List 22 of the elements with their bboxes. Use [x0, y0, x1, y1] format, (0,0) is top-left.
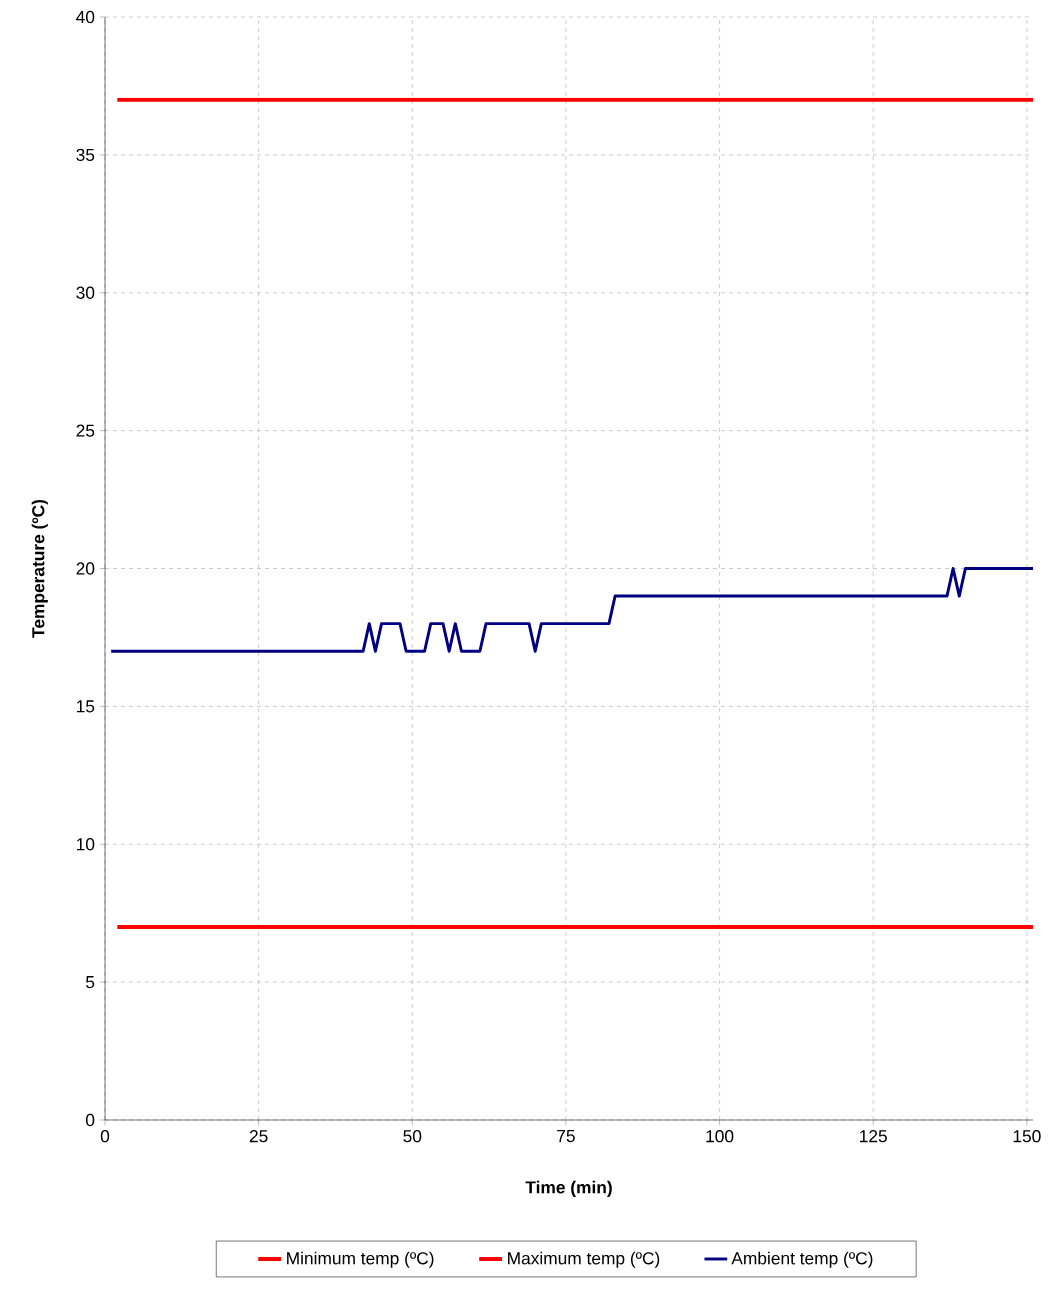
x-tick-label: 150 — [1013, 1130, 1041, 1143]
y-tick-label: 15 — [76, 700, 95, 713]
line-series — [109, 567, 1033, 653]
x-tick-label: 0 — [100, 1130, 110, 1143]
y-tick-label: 20 — [76, 562, 95, 575]
y-tick-label: 30 — [76, 286, 95, 299]
x-tick-label: 75 — [557, 1130, 575, 1143]
x-tick-label: 25 — [249, 1130, 268, 1143]
y-tick-label: 10 — [76, 838, 95, 851]
y-tick-label: 25 — [76, 424, 95, 437]
x-tick-label: 100 — [706, 1130, 734, 1143]
y-axis-title: Temperature (ºC) — [31, 499, 48, 638]
y-tick-label: 35 — [76, 148, 95, 161]
legend-label: Minimum temp (ºC) — [287, 1251, 434, 1268]
legend-label: Maximum temp (ºC) — [508, 1251, 660, 1268]
x-axis-title: Time (min) — [525, 1180, 612, 1197]
x-tick-label: 50 — [403, 1130, 422, 1143]
y-tick-label: 5 — [86, 976, 95, 989]
x-tick-label: 125 — [860, 1130, 887, 1143]
y-tick-label: 40 — [76, 10, 95, 24]
legend-label: Ambient temp (ºC) — [731, 1251, 873, 1268]
y-tick-label: 0 — [85, 1113, 95, 1127]
